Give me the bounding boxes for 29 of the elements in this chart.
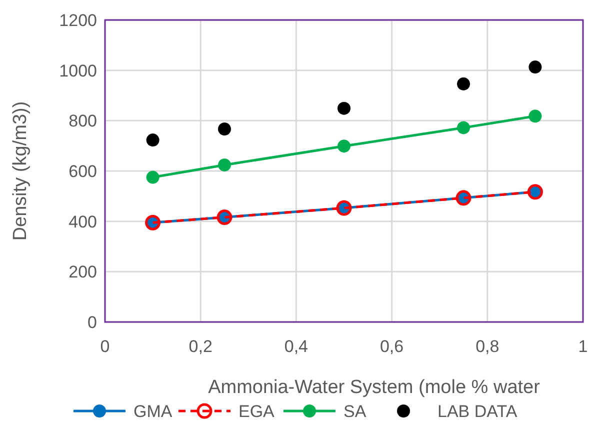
y-tick-label: 1000 bbox=[59, 61, 97, 80]
y-tick-label: 200 bbox=[68, 262, 97, 282]
y-tick-label: 1200 bbox=[59, 10, 97, 30]
point bbox=[218, 122, 231, 136]
x-tick-label: 0,2 bbox=[188, 337, 212, 356]
point bbox=[146, 134, 160, 147]
x-tick-label: 0,8 bbox=[476, 337, 500, 356]
legend-label: SA bbox=[344, 402, 367, 421]
legend-label: EGA bbox=[238, 402, 276, 421]
point bbox=[528, 110, 542, 123]
y-tick-label: 600 bbox=[68, 162, 97, 181]
y-tick-label: 400 bbox=[68, 212, 97, 232]
x-axis-title: Ammonia-Water System (mole % water bbox=[208, 377, 541, 398]
y-axis-title: Density (kg/m3)) bbox=[10, 101, 31, 241]
point bbox=[457, 121, 470, 134]
y-tick-label: 0 bbox=[88, 312, 97, 332]
point bbox=[338, 102, 350, 115]
point bbox=[146, 170, 160, 184]
y-tick-label: 800 bbox=[68, 112, 97, 131]
point bbox=[338, 140, 350, 153]
legend-label: LAB DATA bbox=[438, 402, 518, 421]
point bbox=[457, 77, 470, 90]
legend-label: GMA bbox=[134, 402, 173, 421]
point bbox=[218, 158, 231, 172]
x-tick-label: 0 bbox=[100, 337, 110, 356]
x-tick-label: 0,4 bbox=[284, 337, 308, 356]
x-tick-label: 1 bbox=[578, 337, 588, 356]
x-tick-label: 0,6 bbox=[380, 337, 404, 356]
point bbox=[528, 60, 542, 74]
